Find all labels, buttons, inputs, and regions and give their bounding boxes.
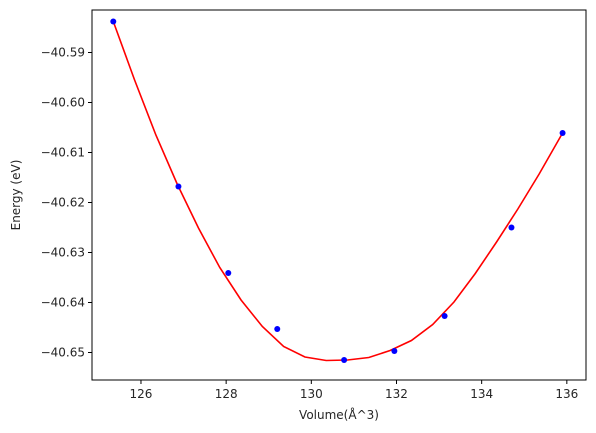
y-tick-label: −40.60 xyxy=(41,96,85,110)
y-tick-label: −40.62 xyxy=(41,196,85,210)
data-point xyxy=(391,348,398,354)
y-axis-label: Energy (eV) xyxy=(9,160,23,231)
plot-frame xyxy=(91,9,587,381)
data-point xyxy=(225,270,232,276)
y-tick-label: −40.64 xyxy=(41,296,85,310)
data-point xyxy=(274,326,281,332)
fit-curve-layer xyxy=(112,21,564,362)
x-axis-label: Volume(Å^3) xyxy=(299,407,379,422)
y-tick-label: −40.61 xyxy=(41,146,85,160)
data-point xyxy=(341,357,348,363)
y-tick-label: −40.63 xyxy=(41,246,85,260)
y-tick-label: −40.59 xyxy=(41,46,85,60)
data-points-layer xyxy=(110,18,566,363)
x-tick-label: 132 xyxy=(385,387,408,401)
fit-curve-line xyxy=(112,21,564,362)
x-tick-label: 136 xyxy=(555,387,578,401)
y-axis-ticks: −40.59 −40.60 −40.61 −40.62 −40.63 −40.64 −40.… xyxy=(41,46,92,360)
x-tick-label: 130 xyxy=(300,387,323,401)
plot-background xyxy=(92,10,586,380)
data-point xyxy=(508,224,515,231)
data-point xyxy=(175,183,182,190)
x-tick-label: 134 xyxy=(470,387,493,401)
x-tick-label: 128 xyxy=(215,387,238,401)
data-point xyxy=(559,130,566,136)
data-point xyxy=(110,18,117,25)
x-tick-label: 126 xyxy=(130,387,153,401)
data-point xyxy=(441,313,448,319)
y-tick-label: −40.65 xyxy=(41,346,85,360)
x-axis-ticks: 126 128 130 132 134 136 xyxy=(130,380,578,401)
